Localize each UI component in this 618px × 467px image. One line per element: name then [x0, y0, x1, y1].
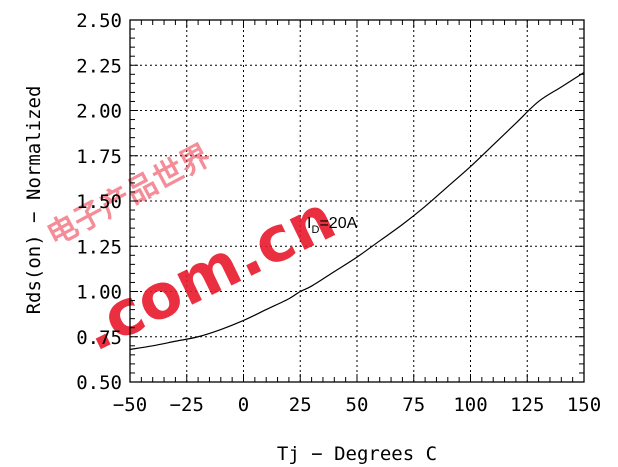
x-tick-labels: −50 −25 0 25 50 75 100 125 150 [113, 394, 601, 416]
x-axis-title: Tj − Degrees C [277, 443, 437, 465]
annotation-main: I [307, 215, 311, 232]
x-tick-label: 50 [346, 394, 369, 416]
y-tick-label: 1.50 [76, 191, 122, 213]
y-tick-label: 0.75 [76, 327, 122, 349]
watermark-chars: 电子产品世界 [41, 138, 216, 253]
x-tick-label: 25 [289, 394, 312, 416]
annotation-subscript: D [312, 224, 320, 236]
x-tick-label: 125 [510, 394, 544, 416]
y-tick-label: 2.00 [76, 101, 122, 123]
series-layer [129, 71, 585, 351]
grid [130, 20, 584, 382]
y-tick-label: 1.00 [76, 282, 122, 304]
x-tick-label: 0 [238, 394, 249, 416]
x-tick-label: −50 [113, 394, 147, 416]
x-tick-label: 75 [402, 394, 425, 416]
annotation-id-20a: ID=20A [307, 215, 358, 236]
y-tick-label: 0.50 [76, 372, 122, 394]
y-tick-label: 1.75 [76, 146, 122, 168]
series-line [129, 71, 585, 351]
y-tick-label: 2.25 [76, 55, 122, 77]
annotation-value: =20A [319, 215, 357, 232]
x-tick-label: 100 [453, 394, 487, 416]
ticks [129, 19, 585, 383]
y-tick-labels: 0.50 0.75 1.00 1.25 1.50 1.75 2.00 2.25 2.50 [76, 10, 122, 394]
x-tick-label: 150 [567, 394, 601, 416]
x-tick-label: −25 [170, 394, 204, 416]
y-tick-label: 2.50 [76, 10, 122, 32]
y-tick-label: 1.25 [76, 236, 122, 258]
y-axis-title: Rds(on) − Normalized [23, 86, 45, 315]
